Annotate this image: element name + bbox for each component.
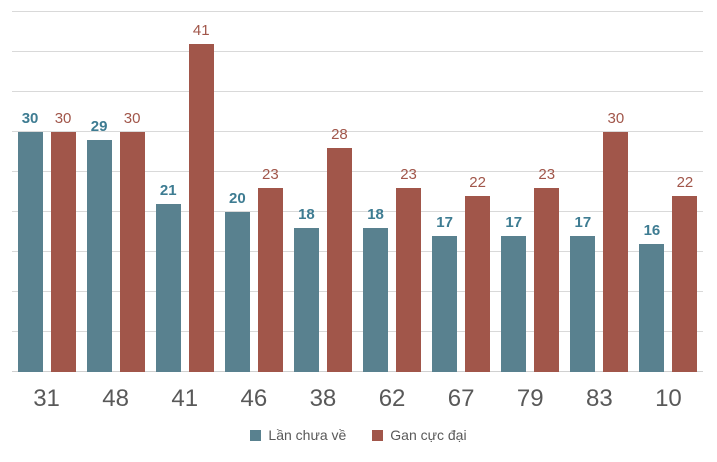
bar-lần-chưa-về-10 <box>639 244 665 372</box>
x-axis-label: 79 <box>516 385 544 412</box>
data-label: 16 <box>643 222 661 239</box>
x-axis-label: 38 <box>309 385 337 412</box>
legend-swatch-icon <box>372 429 384 441</box>
data-label: 21 <box>159 182 177 199</box>
x-axis-label: 41 <box>171 385 199 412</box>
bar-lần-chưa-về-38 <box>293 228 319 372</box>
bar-lần-chưa-về-46 <box>224 212 250 372</box>
bar-gan-cực-đại-48 <box>119 132 145 372</box>
x-axis-line <box>12 371 703 372</box>
data-label: 17 <box>436 214 453 231</box>
data-label: 30 <box>607 110 625 127</box>
data-label: 18 <box>367 206 384 223</box>
x-axis-label: 31 <box>33 385 60 412</box>
data-label: 22 <box>469 174 486 191</box>
gridline <box>12 131 703 132</box>
gridline <box>12 251 703 252</box>
plot-area: 30 29 21 20 18 18 17 17 17 16 30 30 41 23 28 23 22 23 30 22 <box>12 11 703 372</box>
bar-lần-chưa-về-67 <box>432 236 458 372</box>
data-label: 28 <box>331 126 348 143</box>
gridline <box>12 91 703 92</box>
x-axis-label: 46 <box>240 385 268 412</box>
data-label: 23 <box>400 166 417 183</box>
legend-label: Gan cực đại <box>390 427 467 443</box>
x-axis-label: 83 <box>585 385 613 412</box>
bar-gan-cực-đại-41 <box>188 44 214 372</box>
data-label: 23 <box>538 166 556 183</box>
bar-lần-chưa-về-48 <box>86 140 112 372</box>
bar-gan-cực-đại-31 <box>50 132 76 372</box>
data-label: 20 <box>229 190 246 207</box>
data-label: 41 <box>192 22 210 39</box>
legend-item-gan-cực-đại: Gan cực đại <box>372 427 467 443</box>
bar-gan-cực-đại-46 <box>257 188 283 372</box>
data-label: 30 <box>123 110 141 127</box>
x-axis: 31 48 41 46 38 62 67 79 83 10 <box>12 382 703 416</box>
bar-lần-chưa-về-79 <box>501 236 527 372</box>
data-label: 17 <box>505 214 523 231</box>
bar-gan-cực-đại-62 <box>396 188 422 372</box>
bar-gan-cực-đại-79 <box>534 188 560 372</box>
legend: Lần chưa về Gan cực đại <box>0 428 717 442</box>
data-label: 18 <box>298 206 315 223</box>
data-label: 30 <box>54 110 72 127</box>
bar-lần-chưa-về-31 <box>17 132 43 372</box>
legend-item-lần-chưa-về: Lần chưa về <box>250 428 346 442</box>
legend-swatch-icon <box>250 429 262 441</box>
gridline <box>12 211 703 212</box>
bar-lần-chưa-về-62 <box>363 228 389 372</box>
bar-gan-cực-đại-38 <box>326 148 352 372</box>
bar-gan-cực-đại-67 <box>465 196 491 372</box>
data-label: 17 <box>574 214 592 231</box>
data-label: 23 <box>262 166 279 183</box>
bar-lần-chưa-về-41 <box>155 204 181 372</box>
data-label: 29 <box>90 118 108 135</box>
x-axis-label: 67 <box>447 385 475 412</box>
bar-gan-cực-đại-10 <box>672 196 698 372</box>
data-label: 30 <box>21 110 39 127</box>
gridline <box>12 331 703 332</box>
gridline <box>12 171 703 172</box>
gridline <box>12 11 703 12</box>
legend-label: Lần chưa về <box>268 427 347 443</box>
data-label: 22 <box>676 174 694 191</box>
x-axis-label: 62 <box>378 385 406 412</box>
x-axis-label: 10 <box>655 385 682 412</box>
x-axis-label: 48 <box>102 385 129 412</box>
bar-lần-chưa-về-83 <box>570 236 596 372</box>
gridline <box>12 51 703 52</box>
gridline <box>12 291 703 292</box>
bar-gan-cực-đại-83 <box>603 132 629 372</box>
